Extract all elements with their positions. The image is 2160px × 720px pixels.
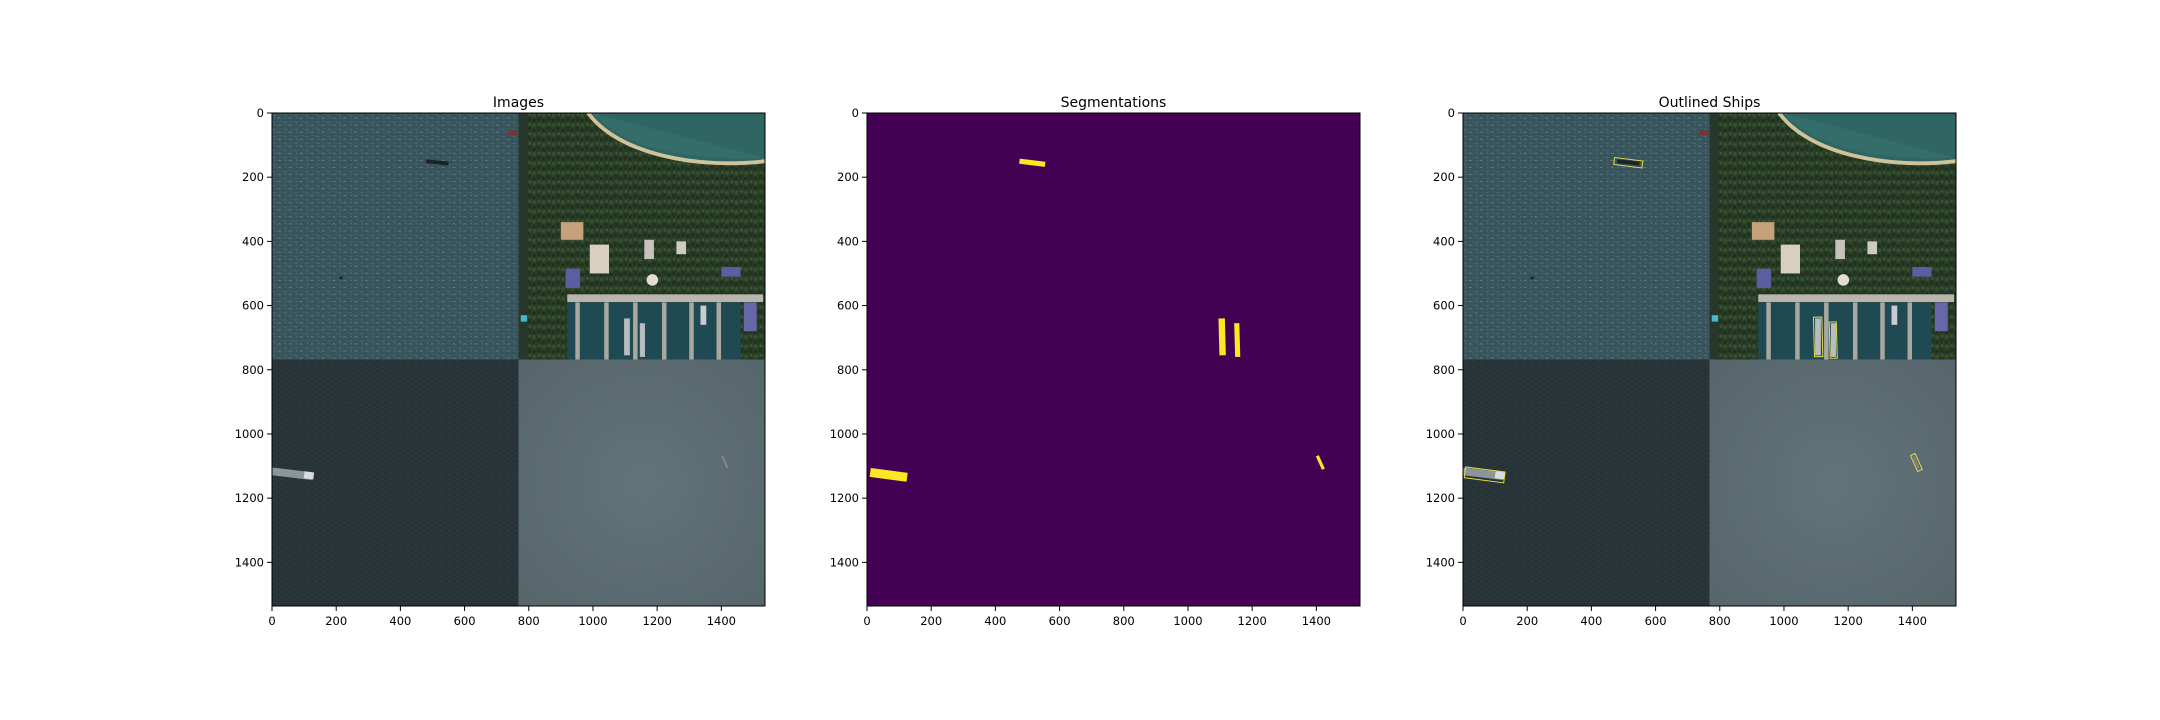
ship-outline	[1828, 321, 1838, 359]
x-tick-label: 1200	[1238, 614, 1267, 628]
x-tick-label: 1000	[578, 614, 607, 628]
x-tick-label: 1400	[1898, 614, 1927, 628]
y-tick-label: 800	[242, 363, 264, 377]
x-tick-label: 1200	[643, 614, 672, 628]
x-tick-label: 1400	[1302, 614, 1331, 628]
y-tick-label: 0	[1448, 106, 1455, 120]
y-tick-label: 400	[837, 234, 859, 248]
panel-title-segmentations: Segmentations	[1061, 95, 1167, 111]
x-tick-label: 200	[325, 614, 347, 628]
x-tick-label: 1000	[1173, 614, 1202, 628]
x-tick-label: 1200	[1834, 614, 1863, 628]
x-tick-label: 0	[268, 614, 275, 628]
y-tick-label: 600	[242, 299, 264, 313]
y-tick-label: 0	[852, 106, 859, 120]
x-tick-label: 0	[863, 614, 870, 628]
axes-frame	[1462, 112, 1957, 607]
y-tick-label: 1000	[1426, 427, 1455, 441]
y-tick-label: 200	[1433, 170, 1455, 184]
ship-outline	[1909, 452, 1923, 473]
y-tick-label: 600	[837, 299, 859, 313]
panel-segmentations: Segmentations 0 200 400 600 800 1000 1200 1400 0…	[830, 95, 1361, 628]
axes-frame	[866, 112, 1361, 607]
panel-title-outlined-ships: Outlined Ships	[1659, 95, 1761, 111]
image-mosaic-original	[272, 113, 765, 606]
x-tick-label: 400	[984, 614, 1006, 628]
ship-outline	[1613, 156, 1644, 169]
y-tick-label: 1000	[235, 427, 264, 441]
y-tick-label: 400	[1433, 234, 1455, 248]
x-tick-label: 400	[389, 614, 411, 628]
ship-outline	[1463, 466, 1506, 484]
x-tick-label: 600	[1049, 614, 1071, 628]
y-tick-label: 1200	[1426, 491, 1455, 505]
y-tick-label: 200	[242, 170, 264, 184]
ship-mask	[1019, 158, 1046, 167]
y-tick-label: 1400	[830, 555, 859, 569]
y-tick-label: 800	[837, 363, 859, 377]
y-tick-label: 1200	[830, 491, 859, 505]
x-tick-label: 800	[518, 614, 540, 628]
x-tick-label: 800	[1709, 614, 1731, 628]
y-tick-label: 1000	[830, 427, 859, 441]
y-tick-label: 0	[257, 106, 264, 120]
y-tick-label: 1400	[1426, 555, 1455, 569]
y-tick-label: 200	[837, 170, 859, 184]
ship-mask	[1218, 318, 1226, 356]
panel-outlined-ships: Outlined Ships 0 200 400 600 800 1000 1200 1400…	[1426, 95, 1957, 628]
y-tick-label: 400	[242, 234, 264, 248]
ship-outline	[1812, 316, 1824, 358]
x-tick-label: 0	[1459, 614, 1466, 628]
y-tick-label: 1400	[235, 555, 264, 569]
ship-mask	[1315, 455, 1325, 470]
ship-mask	[869, 468, 908, 482]
x-tick-label: 200	[1516, 614, 1538, 628]
x-tick-label: 800	[1113, 614, 1135, 628]
x-tick-label: 200	[920, 614, 942, 628]
axes-frame	[271, 112, 766, 607]
x-tick-label: 600	[454, 614, 476, 628]
panel-images: Images 0 200 400 600 800 1000 1200 1400 0 200 400 6…	[235, 95, 766, 628]
x-tick-label: 1400	[707, 614, 736, 628]
y-tick-label: 600	[1433, 299, 1455, 313]
image-mosaic-outlined	[1463, 113, 1956, 606]
x-tick-label: 600	[1645, 614, 1667, 628]
ship-mask	[1234, 323, 1241, 358]
y-tick-label: 1200	[235, 491, 264, 505]
x-tick-label: 1000	[1769, 614, 1798, 628]
segmentation-mask	[867, 113, 1360, 606]
x-tick-label: 400	[1580, 614, 1602, 628]
y-tick-label: 800	[1433, 363, 1455, 377]
panel-title-images: Images	[493, 95, 544, 111]
